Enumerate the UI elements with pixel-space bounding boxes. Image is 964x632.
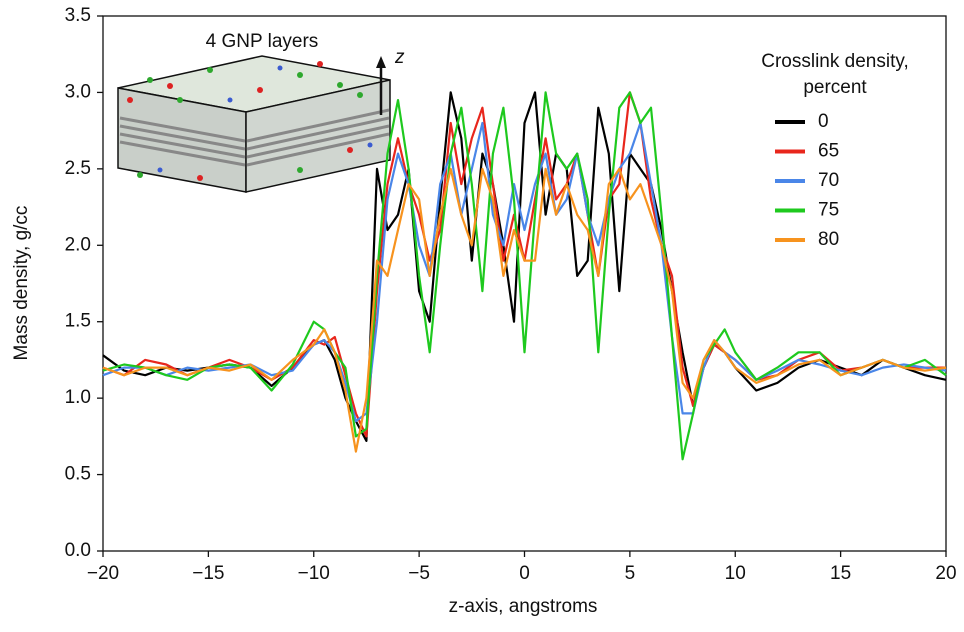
x-tick-label: 0 xyxy=(519,563,530,584)
y-tick-label: 2.0 xyxy=(65,234,91,255)
y-tick-label: 1.5 xyxy=(65,311,91,332)
inset-structure xyxy=(117,55,391,193)
data-line xyxy=(102,167,947,453)
legend-label: 75 xyxy=(818,200,839,221)
x-tick-label: 10 xyxy=(725,563,746,584)
y-tick-label: 3.5 xyxy=(65,5,91,26)
y-axis-label: Mass density, g/cc xyxy=(11,206,32,361)
x-tick-label: −5 xyxy=(408,563,430,584)
y-tick-label: 2.5 xyxy=(65,158,91,179)
legend-label: 80 xyxy=(818,229,839,250)
x-tick-label: 15 xyxy=(830,563,851,584)
legend-label: 0 xyxy=(818,111,829,132)
y-tick-label: 1.0 xyxy=(65,387,91,408)
axis-annotation: z xyxy=(394,47,405,68)
legend-label: 70 xyxy=(818,170,839,191)
legend-title: Crosslink density, xyxy=(761,51,908,72)
legend-title: percent xyxy=(803,77,867,98)
data-line xyxy=(102,91,947,461)
x-tick-label: −20 xyxy=(87,563,119,584)
x-axis-label: z-axis, angstroms xyxy=(449,596,598,617)
y-tick-label: 0.5 xyxy=(65,464,91,485)
x-tick-label: 20 xyxy=(935,563,956,584)
x-tick-label: −10 xyxy=(298,563,330,584)
x-tick-label: −15 xyxy=(192,563,224,584)
inset-label: 4 GNP layers xyxy=(206,31,319,52)
y-tick-label: 3.0 xyxy=(65,81,91,102)
x-tick-label: 5 xyxy=(625,563,636,584)
legend-label: 65 xyxy=(818,141,839,162)
y-tick-label: 0.0 xyxy=(65,540,91,561)
